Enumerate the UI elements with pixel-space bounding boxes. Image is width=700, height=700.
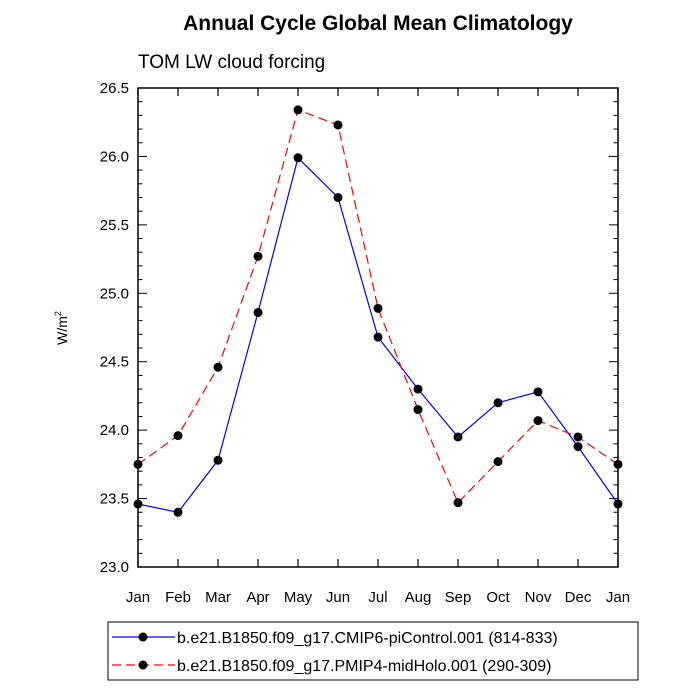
x-tick-label: Nov <box>525 589 552 606</box>
data-point-series-1 <box>453 498 463 508</box>
legend: b.e21.B1850.f09_g17.CMIP6-piControl.001 … <box>107 621 639 681</box>
data-point-series-1 <box>533 416 543 426</box>
y-axis-label-base: W/m <box>54 316 70 345</box>
data-point-series-1 <box>213 362 223 372</box>
data-point-series-1 <box>573 432 583 442</box>
data-point-series-0 <box>533 387 543 397</box>
data-point-series-0 <box>413 384 423 394</box>
y-axis-label-superscript: 2 <box>53 311 63 316</box>
x-tick-label: Sep <box>445 589 472 606</box>
y-axis-label: W/m2 <box>53 311 70 345</box>
legend-marker-midholo <box>138 660 148 670</box>
x-tick-label: May <box>284 589 313 606</box>
x-tick-label: Aug <box>405 589 432 606</box>
x-tick-label: Jul <box>368 589 387 606</box>
series-markers <box>133 105 623 517</box>
y-axis-tick-labels: 23.0 23.5 24.0 24.5 25.0 25.5 26.0 26.5 <box>100 80 129 576</box>
data-point-series-1 <box>333 120 343 130</box>
data-point-series-0 <box>173 507 183 517</box>
data-point-series-0 <box>293 153 303 163</box>
data-point-series-0 <box>373 332 383 342</box>
y-tick-label: 25.5 <box>100 217 129 234</box>
chart-title: Annual Cycle Global Mean Climatology <box>183 12 573 35</box>
x-tick-label: Oct <box>486 589 510 606</box>
legend-label-midholo: b.e21.B1850.f09_g17.PMIP4-midHolo.001 (2… <box>177 658 551 675</box>
y-tick-label: 24.5 <box>100 354 129 371</box>
y-tick-label: 26.0 <box>100 148 129 165</box>
plot-frame <box>137 87 619 568</box>
legend-label-control: b.e21.B1850.f09_g17.CMIP6-piControl.001 … <box>177 630 558 647</box>
x-tick-label: Jan <box>126 589 150 606</box>
y-tick-label: 23.5 <box>100 491 129 508</box>
x-tick-label: Jan <box>606 589 630 606</box>
data-point-series-0 <box>453 432 463 442</box>
legend-box <box>107 621 639 681</box>
data-point-series-1 <box>413 405 423 415</box>
y-tick-label: 24.0 <box>100 422 129 439</box>
y-tick-label: 25.0 <box>100 285 129 302</box>
data-point-series-0 <box>493 398 503 408</box>
data-point-series-0 <box>253 307 263 317</box>
y-tick-label: 23.0 <box>100 559 129 576</box>
legend-marker-control <box>138 632 148 642</box>
y-tick-label: 26.5 <box>100 80 129 97</box>
data-point-series-1 <box>293 105 303 115</box>
x-tick-label: Apr <box>246 589 269 606</box>
data-point-series-0 <box>333 192 343 202</box>
axis-ticks <box>137 87 619 568</box>
data-point-series-1 <box>373 303 383 313</box>
x-tick-label: Mar <box>205 589 231 606</box>
chart-subtitle: TOM LW cloud forcing <box>138 52 325 73</box>
data-point-series-1 <box>173 431 183 441</box>
x-tick-label: Jun <box>326 589 350 606</box>
data-point-series-1 <box>253 251 263 261</box>
data-point-series-0 <box>573 442 583 452</box>
data-point-series-0 <box>213 455 223 465</box>
x-tick-label: Dec <box>565 589 592 606</box>
x-tick-label: Feb <box>165 589 191 606</box>
data-point-series-1 <box>493 457 503 467</box>
x-axis-tick-labels: Jan Feb Mar Apr May Jun Jul Aug Sep Oct Nov Dec Jan <box>126 589 630 606</box>
